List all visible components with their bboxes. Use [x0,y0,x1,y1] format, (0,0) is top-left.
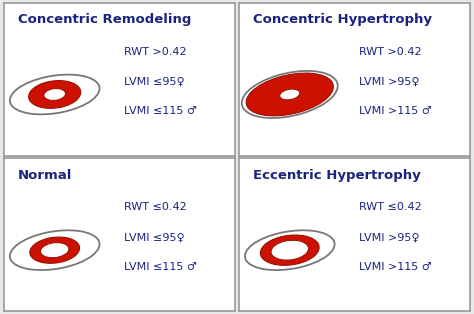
Text: RWT ≤0.42: RWT ≤0.42 [124,202,187,212]
Ellipse shape [271,240,309,260]
Text: LVMI >95♀: LVMI >95♀ [359,232,419,242]
Text: RWT ≤0.42: RWT ≤0.42 [359,202,422,212]
Text: LVMI ≤115 ♂: LVMI ≤115 ♂ [124,262,197,272]
Ellipse shape [260,235,319,265]
Text: RWT >0.42: RWT >0.42 [359,46,422,57]
Text: Eccentric Hypertrophy: Eccentric Hypertrophy [253,169,420,182]
Text: LVMI ≤95♀: LVMI ≤95♀ [124,76,185,86]
Text: LVMI >115 ♂: LVMI >115 ♂ [359,106,432,116]
Text: Concentric Remodeling: Concentric Remodeling [18,13,191,26]
Ellipse shape [30,237,80,263]
Ellipse shape [280,89,300,100]
Ellipse shape [40,243,69,258]
Text: Normal: Normal [18,169,72,182]
Text: LVMI >115 ♂: LVMI >115 ♂ [359,262,432,272]
Text: Concentric Hypertrophy: Concentric Hypertrophy [253,13,432,26]
Ellipse shape [44,89,65,100]
Text: LVMI ≤95♀: LVMI ≤95♀ [124,232,185,242]
Text: LVMI ≤115 ♂: LVMI ≤115 ♂ [124,106,197,116]
Ellipse shape [28,81,81,108]
Text: RWT >0.42: RWT >0.42 [124,46,187,57]
Text: LVMI >95♀: LVMI >95♀ [359,76,419,86]
Ellipse shape [246,73,333,116]
